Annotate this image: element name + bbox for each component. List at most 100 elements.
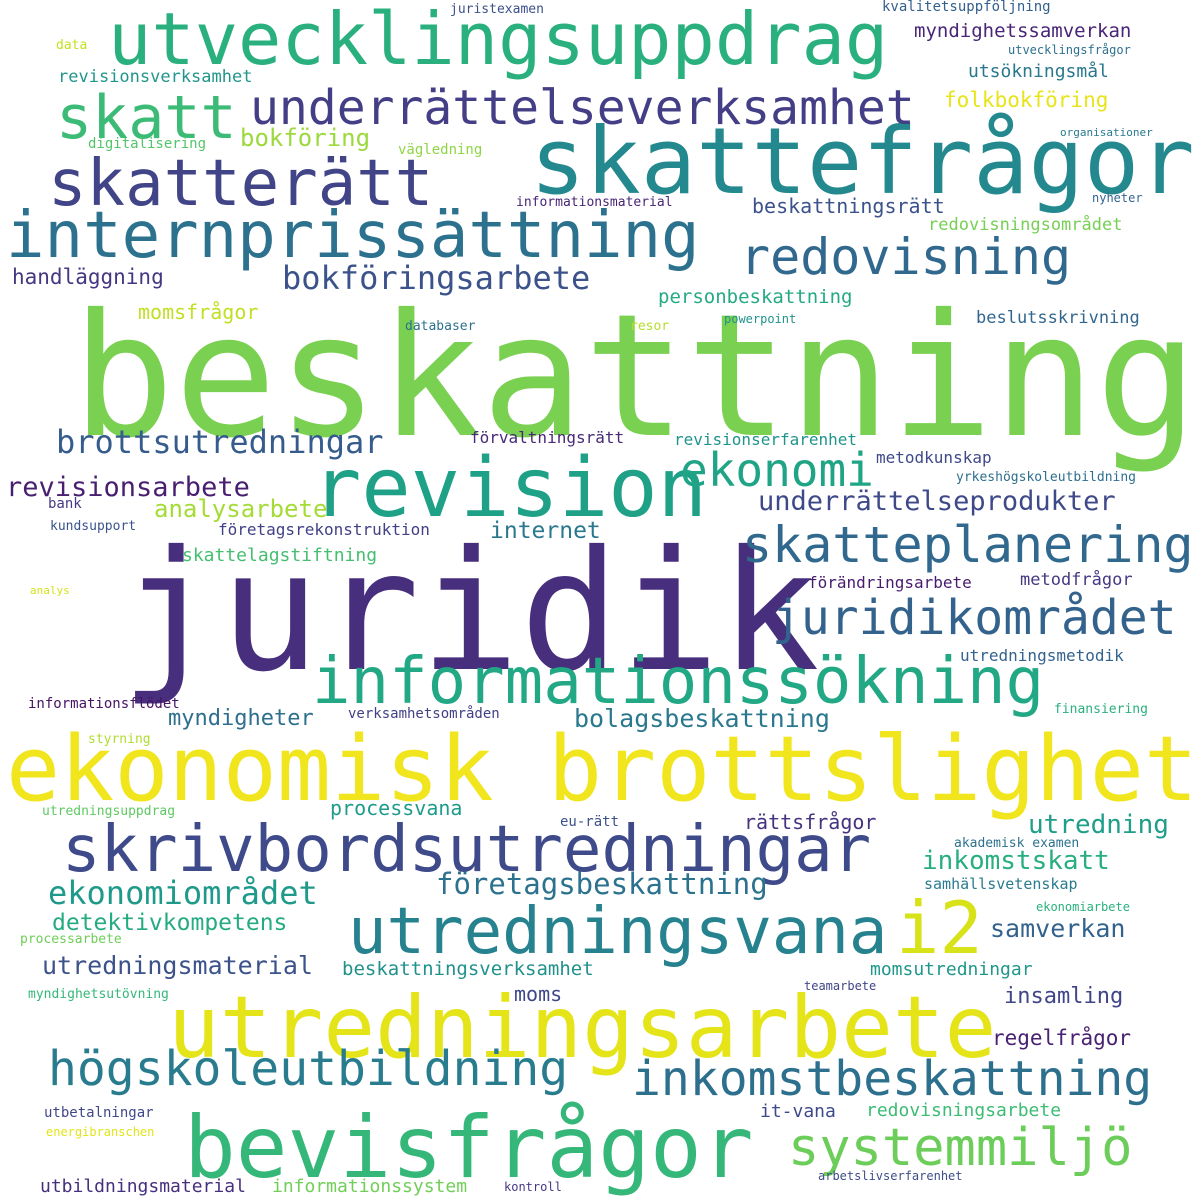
word-skrivbordsutredningar: skrivbordsutredningar — [62, 813, 872, 887]
word-forandringsarbete: förändringsarbete — [808, 573, 972, 592]
word-beskattningsratt: beskattningsrätt — [752, 194, 945, 218]
word-utredningsmetodik: utredningsmetodik — [960, 646, 1124, 665]
word-redovisningsomradet: redovisningsområdet — [928, 215, 1123, 235]
word-i2: i2 — [896, 886, 983, 970]
word-juridikomradet: juridikområdet — [772, 590, 1177, 646]
word-analysarbete: analysarbete — [154, 495, 328, 523]
word-underrattelseverksamhet: underrättelseverksamhet — [250, 80, 915, 136]
word-samverkan: samverkan — [990, 914, 1126, 943]
word-samhallsvetenskap: samhällsvetenskap — [924, 875, 1078, 893]
word-powerpoint: powerpoint — [724, 312, 797, 326]
word-systemmiljo: systemmiljö — [788, 1118, 1133, 1178]
word-nyheter: nyheter — [1092, 191, 1143, 205]
word-utsokningsmal: utsökningsmål — [968, 61, 1109, 82]
word-revisionsarbete: revisionsarbete — [6, 472, 250, 503]
word-moms: moms — [514, 982, 563, 1006]
word-redovisningsarbete: redovisningsarbete — [866, 1100, 1062, 1121]
word-informationssokning: informationssökning — [312, 645, 1045, 719]
word-resor: resor — [630, 319, 670, 334]
word-skattefragor: skattefrågor — [530, 108, 1195, 215]
word-eu-ratt: eu-rätt — [560, 814, 620, 830]
word-finansiering: finansiering — [1054, 702, 1148, 717]
word-utredningsvana: utredningsvana — [348, 895, 888, 969]
word-beskattningsverksamhet: beskattningsverksamhet — [342, 958, 594, 980]
word-utvecklingsuppdrag: utvecklingsuppdrag — [108, 0, 889, 81]
word-teamarbete: teamarbete — [804, 979, 877, 993]
word-juristexamen: juristexamen — [450, 2, 544, 17]
word-kvalitetsuppfoljning: kvalitetsuppföljning — [882, 0, 1051, 15]
word-internet: internet — [490, 518, 601, 544]
word-inkomstbeskattning: inkomstbeskattning — [632, 1051, 1153, 1107]
word-inkomstskatt: inkomstskatt — [922, 846, 1110, 876]
word-skattelagstiftning: skattelagstiftning — [182, 545, 378, 566]
word-vagledning: vägledning — [398, 142, 483, 158]
word-metodfragor: metodfrågor — [1020, 570, 1133, 590]
word-foretagsbeskattning: företagsbeskattning — [436, 867, 768, 901]
word-processarbete: processarbete — [20, 932, 122, 947]
word-bevisfragor: bevisfrågor — [184, 1098, 754, 1198]
word-ekonomisk-brottslighet: ekonomisk brottslighet — [6, 717, 1199, 822]
word-skatt: skatt — [56, 83, 237, 153]
word-skatteratt: skatterätt — [48, 147, 434, 221]
word-yrkeshogskoleutbildning: yrkeshögskoleutbildning — [956, 470, 1137, 485]
word-kundsupport: kundsupport — [50, 519, 137, 534]
word-utbetalningar: utbetalningar — [44, 1105, 154, 1121]
word-ekonomi: ekonomi — [680, 443, 874, 497]
word-myndighetssamverkan: myndighetssamverkan — [914, 20, 1132, 42]
word-it-vana: it-vana — [760, 1101, 836, 1122]
word-hogskoleutbildning: högskoleutbildning — [48, 1041, 569, 1097]
word-akademisk-examen: akademisk examen — [954, 836, 1080, 851]
word-brottsutredningar: brottsutredningar — [56, 423, 384, 461]
word-utvecklingsfragor: utvecklingsfrågor — [1008, 43, 1131, 57]
word-bolagsbeskattning: bolagsbeskattning — [574, 704, 830, 733]
word-juridik: juridik — [120, 516, 820, 709]
word-revisionserfarenhet: revisionserfarenhet — [674, 430, 858, 449]
word-revision: revision — [312, 441, 707, 536]
word-arbetslivserfarenhet: arbetslivserfarenhet — [818, 1169, 963, 1183]
word-detektivkompetens: detektivkompetens — [52, 910, 288, 936]
word-informationssystem: informationssystem — [272, 1176, 468, 1197]
word-ekonomiomradet: ekonomiområdet — [48, 874, 318, 912]
word-utredningsmaterial: utredningsmaterial — [42, 951, 313, 980]
word-insamling: insamling — [1004, 984, 1124, 1009]
word-handlaggning: handläggning — [12, 265, 164, 289]
word-processvana: processvana — [330, 796, 463, 820]
word-personbeskattning: personbeskattning — [658, 286, 853, 308]
word-myndighetsutovning: myndighetsutövning — [28, 987, 169, 1002]
word-analys: analys — [30, 584, 70, 597]
word-digitalisering: digitalisering — [88, 136, 207, 152]
word-bank: bank — [48, 496, 82, 512]
word-skatteplanering: skatteplanering — [742, 516, 1194, 574]
word-data: data — [56, 38, 88, 53]
word-databaser: databaser — [405, 319, 476, 334]
word-utbildningsmaterial: utbildningsmaterial — [40, 1176, 246, 1197]
word-styrning: styrning — [88, 732, 151, 747]
word-utredningsuppdrag: utredningsuppdrag — [42, 804, 176, 819]
word-utredning: utredning — [1028, 810, 1169, 840]
word-underrattelseprodukter: underrättelseprodukter — [758, 486, 1116, 517]
word-bokforing: bokföring — [240, 124, 371, 152]
word-verksamhetsomraden: verksamhetsområden — [348, 706, 500, 722]
word-organisationer: organisationer — [1060, 126, 1153, 139]
word-redovisning: redovisning — [740, 228, 1072, 286]
word-folkbokforing: folkbokföring — [944, 88, 1109, 112]
word-foretagsrekonstruktion: företagsrekonstruktion — [218, 520, 430, 539]
word-bokforingsarbete: bokföringsarbete — [282, 259, 591, 297]
word-myndigheter: myndigheter — [168, 706, 314, 731]
word-rattsfragor: rättsfrågor — [744, 810, 877, 834]
word-metodkunskap: metodkunskap — [876, 448, 992, 467]
word-momsfragor: momsfrågor — [138, 300, 259, 324]
word-regelfragor: regelfrågor — [992, 1026, 1132, 1050]
word-internprissattning: internprissättning — [6, 199, 700, 273]
word-informationsflodet: informationsflödet — [28, 696, 180, 712]
word-beskattning: beskattning — [72, 278, 1198, 476]
word-momsutredningar: momsutredningar — [870, 959, 1033, 980]
word-informationsmaterial: informationsmaterial — [516, 195, 673, 210]
word-energibranschen: energibranschen — [46, 1125, 155, 1139]
word-ekonomiarbete: ekonomiarbete — [1036, 900, 1130, 914]
word-utredningsarbete: utredningsarbete — [168, 978, 997, 1078]
word-kontroll: kontroll — [504, 1180, 562, 1194]
word-revisionsverksamhet: revisionsverksamhet — [58, 67, 253, 87]
word-forvaltningsratt: förvaltningsrätt — [470, 428, 625, 447]
